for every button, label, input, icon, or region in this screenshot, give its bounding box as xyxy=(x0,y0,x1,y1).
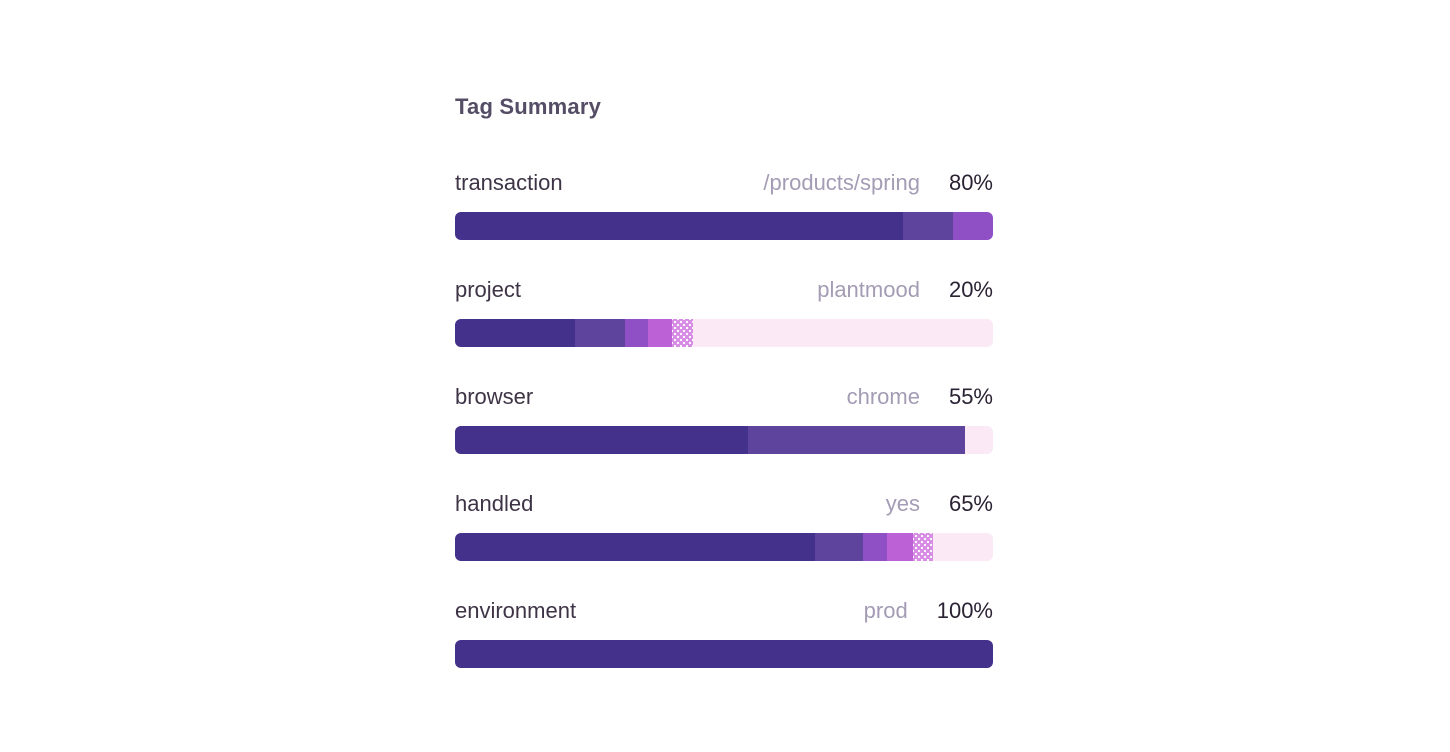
bar-segment[interactable] xyxy=(932,533,993,561)
tag-name: environment xyxy=(455,598,577,623)
tag-row: browser chrome 55% xyxy=(455,383,993,454)
tag-row: environment prod 100% xyxy=(455,597,993,668)
bar-segment[interactable] xyxy=(648,319,673,347)
bar-segment[interactable] xyxy=(903,212,954,240)
bar-segment[interactable] xyxy=(953,212,993,240)
tag-top-value: plantmood xyxy=(817,277,920,302)
tag-name: handled xyxy=(455,491,534,516)
tag-row: transaction /products/spring 80% xyxy=(455,169,993,240)
tag-rows: transaction /products/spring 80% project… xyxy=(455,169,993,668)
tag-row-header: transaction /products/spring 80% xyxy=(455,169,993,197)
tag-row-header: environment prod 100% xyxy=(455,597,993,625)
tag-name: transaction xyxy=(455,170,563,195)
tag-top-percent: 55% xyxy=(948,384,993,409)
tag-top-value: prod xyxy=(863,598,908,623)
tag-top-value: /products/spring xyxy=(763,170,920,195)
bar-segment[interactable] xyxy=(455,640,993,668)
bar-segment[interactable] xyxy=(748,426,966,454)
tag-row: handled yes 65% xyxy=(455,490,993,561)
bar-segment[interactable] xyxy=(574,319,625,347)
tag-top-percent: 80% xyxy=(948,170,993,195)
tag-row-header: handled yes 65% xyxy=(455,490,993,518)
bar-segment[interactable] xyxy=(693,319,993,347)
bar-segment[interactable] xyxy=(814,533,863,561)
tag-top-value: chrome xyxy=(846,384,920,409)
tag-name: browser xyxy=(455,384,534,409)
bar-segment[interactable] xyxy=(965,426,993,454)
tag-distribution-bar[interactable] xyxy=(455,533,993,561)
tag-summary-panel: Tag Summary transaction /products/spring… xyxy=(455,93,993,704)
bar-segment[interactable] xyxy=(455,319,575,347)
bar-segment[interactable] xyxy=(912,533,933,561)
bar-segment[interactable] xyxy=(672,319,694,347)
tag-row-header: browser chrome 55% xyxy=(455,383,993,411)
tag-top-value: yes xyxy=(885,491,920,516)
tag-distribution-bar[interactable] xyxy=(455,319,993,347)
bar-segment[interactable] xyxy=(455,426,749,454)
tag-top-percent: 65% xyxy=(948,491,993,516)
tag-distribution-bar[interactable] xyxy=(455,212,993,240)
tag-distribution-bar[interactable] xyxy=(455,426,993,454)
bar-segment[interactable] xyxy=(455,533,815,561)
tag-row-header: project plantmood 20% xyxy=(455,276,993,304)
tag-distribution-bar[interactable] xyxy=(455,640,993,668)
bar-segment[interactable] xyxy=(455,212,904,240)
bar-segment[interactable] xyxy=(862,533,887,561)
tag-name: project xyxy=(455,277,522,302)
tag-row: project plantmood 20% xyxy=(455,276,993,347)
panel-title: Tag Summary xyxy=(455,94,602,119)
tag-top-percent: 20% xyxy=(948,277,993,302)
bar-segment[interactable] xyxy=(887,533,913,561)
bar-segment[interactable] xyxy=(625,319,649,347)
tag-top-percent: 100% xyxy=(936,598,993,623)
